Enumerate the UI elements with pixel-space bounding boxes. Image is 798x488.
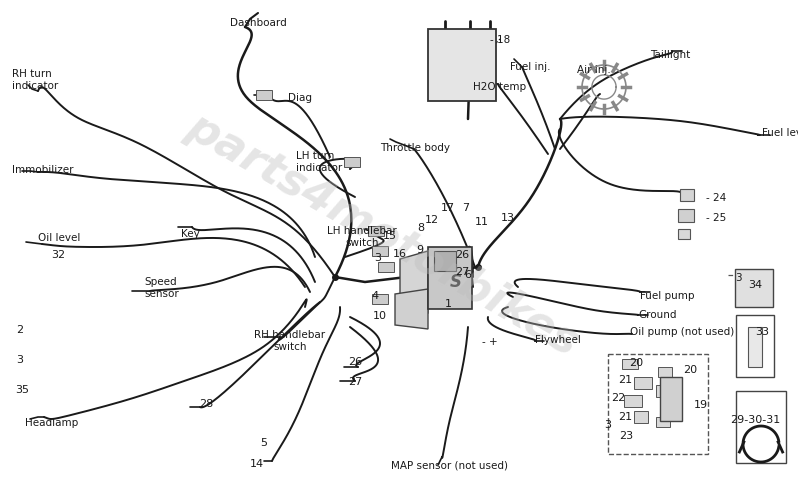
FancyBboxPatch shape [735, 269, 773, 307]
Text: Fuel pump: Fuel pump [640, 290, 694, 301]
Text: Key: Key [180, 228, 200, 239]
FancyBboxPatch shape [634, 411, 648, 423]
Text: 35: 35 [15, 384, 29, 394]
Text: 5: 5 [260, 437, 267, 447]
Text: 34: 34 [748, 280, 762, 289]
Text: 26: 26 [455, 249, 469, 260]
Text: 10: 10 [373, 310, 387, 320]
FancyBboxPatch shape [428, 30, 496, 102]
Text: Oil level: Oil level [38, 232, 81, 243]
FancyBboxPatch shape [372, 294, 388, 305]
Text: LH turn
indicator: LH turn indicator [296, 151, 342, 172]
Text: Oil pump (not used): Oil pump (not used) [630, 326, 734, 336]
FancyBboxPatch shape [678, 209, 694, 223]
Text: S: S [450, 272, 462, 290]
Text: 13: 13 [501, 213, 515, 223]
FancyBboxPatch shape [372, 246, 388, 257]
Text: 20: 20 [629, 357, 643, 367]
Text: RH handlebar
switch: RH handlebar switch [255, 329, 326, 351]
Text: Ground: Ground [638, 309, 677, 319]
Text: Flywheel: Flywheel [535, 334, 581, 345]
FancyBboxPatch shape [378, 263, 394, 272]
Text: Air inj.: Air inj. [577, 65, 611, 75]
Text: 27: 27 [348, 376, 362, 386]
FancyBboxPatch shape [434, 251, 456, 271]
Text: 29-30-31: 29-30-31 [730, 414, 780, 424]
Text: Fuel inj.: Fuel inj. [510, 62, 551, 72]
FancyBboxPatch shape [680, 190, 694, 202]
Text: - 25: - 25 [706, 213, 726, 223]
Text: Dashboard: Dashboard [230, 18, 286, 28]
FancyBboxPatch shape [344, 158, 360, 168]
Text: 33: 33 [755, 326, 769, 336]
Text: 9: 9 [417, 244, 424, 254]
Text: 22: 22 [611, 392, 625, 402]
FancyBboxPatch shape [660, 377, 682, 421]
Text: 3: 3 [735, 272, 741, 283]
FancyBboxPatch shape [656, 417, 670, 427]
Text: - 18: - 18 [490, 35, 510, 45]
FancyBboxPatch shape [624, 395, 642, 407]
Text: 17: 17 [441, 203, 455, 213]
Text: 21: 21 [618, 411, 632, 421]
FancyBboxPatch shape [428, 247, 472, 309]
Text: 8: 8 [417, 223, 425, 232]
FancyBboxPatch shape [368, 226, 384, 237]
Text: Speed
sensor: Speed sensor [144, 277, 179, 298]
Text: 21: 21 [618, 374, 632, 384]
FancyBboxPatch shape [656, 385, 670, 397]
Text: 1: 1 [444, 298, 452, 308]
Text: Immobilizer: Immobilizer [12, 164, 73, 175]
Text: 23: 23 [619, 430, 633, 440]
Text: 7: 7 [462, 203, 469, 213]
Text: 2: 2 [17, 325, 24, 334]
Text: parts4motorbikes: parts4motorbikes [180, 104, 587, 364]
FancyBboxPatch shape [622, 359, 638, 369]
Text: 3: 3 [374, 252, 381, 263]
FancyBboxPatch shape [634, 377, 652, 389]
FancyBboxPatch shape [678, 229, 690, 240]
Text: 4: 4 [371, 290, 378, 301]
Text: MAP sensor (not used): MAP sensor (not used) [392, 459, 508, 469]
FancyBboxPatch shape [748, 327, 762, 367]
FancyBboxPatch shape [658, 367, 672, 377]
Text: 16: 16 [393, 248, 407, 259]
Text: 3: 3 [605, 419, 611, 429]
Text: 32: 32 [51, 249, 65, 260]
Text: 27: 27 [455, 266, 469, 276]
Text: 26: 26 [348, 356, 362, 366]
Text: 15: 15 [383, 230, 397, 241]
Text: Taillight: Taillight [650, 50, 690, 60]
Text: Headlamp: Headlamp [26, 417, 79, 427]
Text: Fuel level sensor: Fuel level sensor [762, 128, 798, 138]
Text: Throttle body: Throttle body [380, 142, 450, 153]
Text: RH turn
indicator: RH turn indicator [12, 69, 58, 91]
Text: 11: 11 [475, 217, 489, 226]
Text: 20: 20 [683, 364, 697, 374]
Polygon shape [395, 289, 428, 329]
Text: 19: 19 [694, 399, 708, 409]
Text: - +: - + [482, 336, 498, 346]
Text: LH handlebar
switch: LH handlebar switch [327, 225, 397, 247]
Text: 12: 12 [425, 215, 439, 224]
FancyBboxPatch shape [256, 91, 272, 101]
Text: Diag: Diag [288, 93, 312, 103]
Text: 14: 14 [250, 458, 264, 468]
Text: - 24: - 24 [706, 193, 726, 203]
Text: 28: 28 [199, 398, 213, 408]
Text: 6: 6 [464, 269, 472, 280]
Text: H2O temp: H2O temp [473, 82, 527, 92]
Polygon shape [400, 251, 428, 317]
Text: 3: 3 [17, 354, 23, 364]
